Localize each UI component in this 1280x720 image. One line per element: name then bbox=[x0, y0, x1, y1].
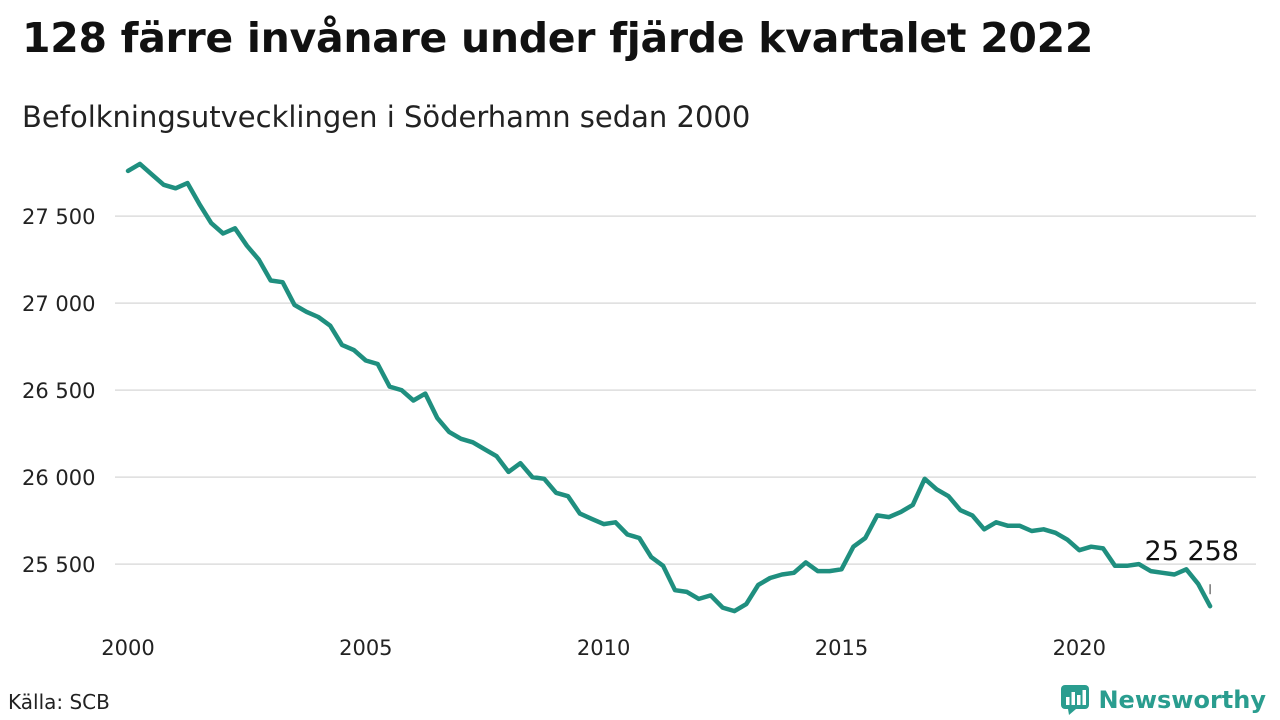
y-tick-label: 27 500 bbox=[22, 205, 95, 229]
x-tick-label: 2015 bbox=[815, 636, 868, 660]
brand-logo[interactable]: Newsworthy bbox=[1060, 684, 1266, 716]
y-tick-label: 27 000 bbox=[22, 292, 95, 316]
newsworthy-chart-bubble-icon bbox=[1061, 685, 1090, 715]
gridlines bbox=[115, 215, 1256, 565]
brand-name: Newsworthy bbox=[1098, 686, 1266, 714]
annotations: 25 258 bbox=[1145, 536, 1239, 595]
x-tick-label: 2000 bbox=[101, 636, 154, 660]
y-tick-label: 26 000 bbox=[22, 466, 95, 490]
series-layer bbox=[125, 161, 1213, 614]
source-note: Källa: SCB bbox=[8, 690, 110, 714]
x-tick-label: 2005 bbox=[339, 636, 392, 660]
chart-title: 128 färre invånare under fjärde kvartale… bbox=[22, 14, 1094, 62]
population-line bbox=[125, 161, 1213, 614]
x-axis-ticks: 2000 2005 2010 2015 2020 bbox=[101, 636, 1106, 660]
x-tick-label: 2010 bbox=[577, 636, 630, 660]
x-tick-label: 2020 bbox=[1053, 636, 1106, 660]
y-tick-label: 26 500 bbox=[22, 379, 95, 403]
y-tick-label: 25 500 bbox=[22, 553, 95, 577]
end-value-label: 25 258 bbox=[1145, 536, 1239, 567]
chart-subtitle: Befolkningsutvecklingen i Söderhamn seda… bbox=[22, 100, 751, 134]
y-axis-ticks: 25 500 26 000 26 500 27 000 27 500 bbox=[22, 205, 95, 577]
